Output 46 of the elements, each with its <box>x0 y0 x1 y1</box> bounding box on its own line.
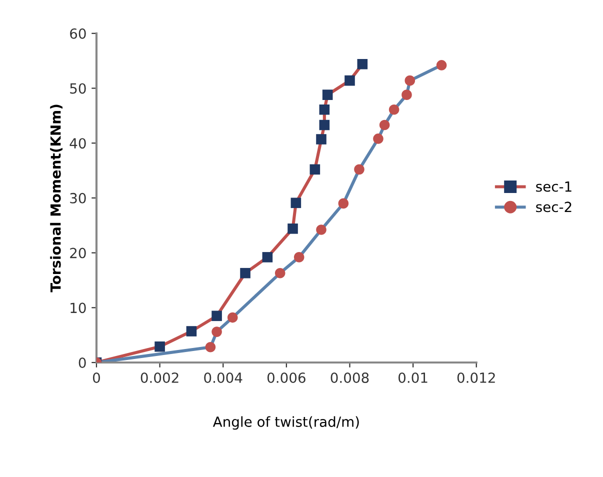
point <box>436 60 447 70</box>
x-axis-title: Angle of twist(rad/m) <box>212 416 359 430</box>
point <box>212 310 222 322</box>
y-tick-label: 10 <box>70 302 86 314</box>
point <box>357 58 368 70</box>
x-tick-label: 0.008 <box>330 372 369 383</box>
x-tick-label: 0.004 <box>204 372 242 383</box>
x-tick-label: 0 <box>92 372 100 383</box>
point <box>388 104 400 115</box>
point <box>354 164 364 175</box>
legend-label: sec-2 <box>536 202 572 212</box>
y-tick-label: 60 <box>70 28 86 39</box>
point <box>212 326 222 337</box>
x-tick-label: 0.002 <box>140 372 178 383</box>
point <box>379 120 390 130</box>
point <box>288 224 298 234</box>
point <box>227 312 238 323</box>
point <box>319 104 330 115</box>
point <box>344 75 355 86</box>
point <box>404 75 416 86</box>
y-tick-label: 50 <box>70 83 86 94</box>
point <box>316 224 326 235</box>
point <box>338 198 349 209</box>
x-tick-label: 0.01 <box>398 372 428 383</box>
y-axis-title: Torsional Moment(KNm) <box>50 104 62 292</box>
point <box>310 164 320 175</box>
point <box>186 326 197 336</box>
point <box>205 342 216 352</box>
y-tick-label: 30 <box>70 192 86 204</box>
point <box>290 198 302 208</box>
point <box>373 134 384 144</box>
legend-label: sec-1 <box>536 181 572 192</box>
point <box>274 268 286 278</box>
x-tick-label: 0.012 <box>457 372 495 383</box>
point <box>240 268 250 278</box>
point <box>154 341 165 352</box>
point <box>262 252 273 262</box>
point <box>316 134 326 144</box>
point <box>319 120 330 130</box>
y-tick-label: 40 <box>70 138 86 149</box>
point <box>294 252 304 262</box>
y-tick-label: 0 <box>78 357 86 368</box>
y-tick-label: 20 <box>70 248 86 258</box>
x-tick-label: 0.006 <box>267 372 306 383</box>
point <box>322 90 333 100</box>
point <box>402 90 412 100</box>
